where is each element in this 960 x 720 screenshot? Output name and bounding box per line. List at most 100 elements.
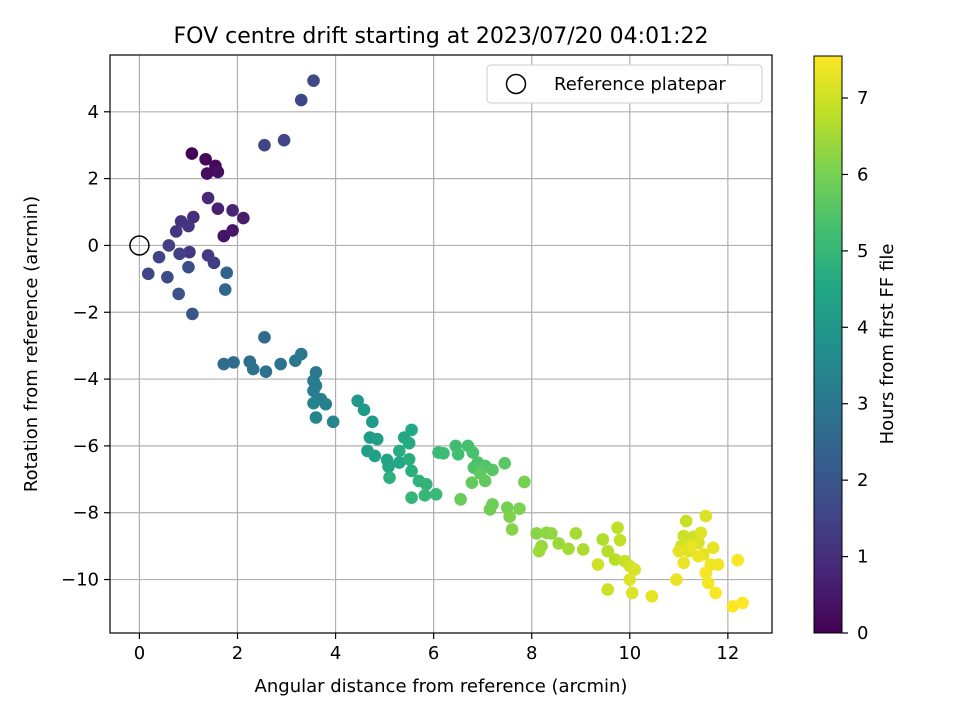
y-tick-label: −2 bbox=[72, 302, 99, 323]
data-point bbox=[611, 521, 624, 535]
x-tick-label: 4 bbox=[330, 643, 341, 664]
data-point bbox=[258, 331, 271, 344]
x-tick-label: 2 bbox=[232, 643, 243, 664]
colorbar-ticks: 0 1 2 3 4 5 6 7 bbox=[842, 88, 868, 644]
data-point bbox=[307, 74, 320, 88]
colorbar-tick-label: 6 bbox=[857, 164, 868, 185]
data-point bbox=[186, 307, 199, 321]
data-point bbox=[451, 447, 465, 461]
data-point bbox=[726, 599, 740, 613]
data-point bbox=[319, 397, 333, 411]
data-point bbox=[552, 537, 565, 550]
data-point bbox=[162, 239, 176, 252]
data-point bbox=[711, 558, 725, 571]
x-axis-label: Angular distance from reference (arcmin) bbox=[255, 676, 628, 697]
data-point bbox=[182, 219, 195, 233]
data-point bbox=[569, 527, 583, 540]
data-point bbox=[185, 147, 199, 160]
grid-lines bbox=[110, 55, 772, 633]
data-point bbox=[731, 553, 744, 567]
data-point bbox=[402, 436, 416, 450]
data-point bbox=[532, 544, 546, 558]
data-point bbox=[709, 586, 722, 600]
data-point bbox=[677, 529, 691, 543]
data-point bbox=[307, 396, 320, 410]
legend-box bbox=[486, 64, 763, 104]
colorbar-tick-label: 2 bbox=[857, 470, 868, 491]
x-axis: 0 2 4 6 8 10 12 bbox=[134, 633, 739, 664]
data-point bbox=[309, 411, 323, 424]
data-point bbox=[326, 415, 340, 429]
x-tick-label: 10 bbox=[618, 643, 641, 664]
reference-platepar-marker bbox=[129, 235, 150, 256]
data-point bbox=[503, 510, 516, 524]
data-point bbox=[370, 432, 384, 446]
data-point bbox=[628, 563, 641, 576]
data-point bbox=[613, 533, 627, 547]
data-point bbox=[161, 270, 174, 284]
data-point bbox=[437, 446, 450, 460]
y-tick-label: 4 bbox=[88, 102, 99, 123]
data-point bbox=[498, 456, 512, 470]
data-point bbox=[211, 165, 225, 179]
legend: Reference platepar bbox=[486, 64, 763, 104]
data-point bbox=[513, 502, 526, 516]
data-point bbox=[393, 444, 406, 458]
data-point bbox=[591, 558, 605, 571]
data-point bbox=[226, 204, 239, 217]
colorbar-tick-label: 3 bbox=[857, 394, 868, 415]
plot-frame bbox=[109, 54, 773, 634]
data-point bbox=[294, 347, 308, 361]
data-point bbox=[141, 267, 155, 281]
data-point bbox=[419, 478, 433, 491]
data-point bbox=[706, 541, 720, 555]
data-point bbox=[218, 283, 232, 296]
data-point bbox=[183, 245, 196, 259]
data-point bbox=[596, 533, 610, 546]
data-point bbox=[699, 509, 713, 523]
data-point bbox=[483, 503, 497, 516]
data-point bbox=[169, 225, 183, 238]
data-point bbox=[478, 474, 492, 488]
data-point bbox=[625, 586, 639, 600]
data-point bbox=[701, 576, 715, 590]
data-point bbox=[220, 266, 234, 280]
colorbar-tick-label: 5 bbox=[857, 241, 868, 262]
data-point bbox=[199, 152, 212, 166]
data-point bbox=[246, 362, 260, 376]
data-point bbox=[545, 527, 558, 540]
data-points bbox=[129, 74, 749, 613]
colorbar-tick-label: 1 bbox=[857, 547, 868, 568]
y-tick-label: −8 bbox=[72, 503, 99, 524]
data-point bbox=[226, 224, 239, 237]
data-point bbox=[405, 491, 418, 504]
data-point bbox=[366, 415, 379, 429]
y-axis: 4 2 0 −2 −4 −6 −8 −10 bbox=[61, 102, 110, 591]
data-point bbox=[211, 202, 225, 215]
data-point bbox=[530, 527, 543, 540]
data-point bbox=[200, 167, 214, 180]
data-point bbox=[466, 446, 480, 459]
y-tick-label: −6 bbox=[72, 436, 99, 457]
data-point bbox=[259, 365, 273, 379]
legend-label-reference-platepar: Reference platepar bbox=[554, 74, 726, 95]
y-axis-label: Rotation from reference (arcmin) bbox=[21, 196, 42, 492]
data-point bbox=[601, 583, 615, 596]
data-point bbox=[294, 93, 308, 107]
data-point bbox=[576, 543, 590, 556]
data-point bbox=[274, 357, 287, 371]
data-point bbox=[393, 456, 406, 469]
data-point bbox=[505, 523, 519, 536]
colorbar-label: Hours from first FF file bbox=[877, 244, 898, 445]
data-point bbox=[382, 460, 395, 473]
colorbar: 0 1 2 3 4 5 6 7 Hours from first FF file bbox=[813, 55, 898, 644]
data-point bbox=[672, 544, 686, 558]
data-point bbox=[699, 566, 713, 580]
colorbar-gradient bbox=[813, 55, 843, 634]
data-point bbox=[623, 573, 637, 586]
x-tick-label: 8 bbox=[526, 643, 537, 664]
x-tick-label: 12 bbox=[716, 643, 739, 664]
data-point bbox=[182, 260, 195, 274]
data-point bbox=[258, 138, 271, 152]
data-point bbox=[201, 191, 215, 205]
